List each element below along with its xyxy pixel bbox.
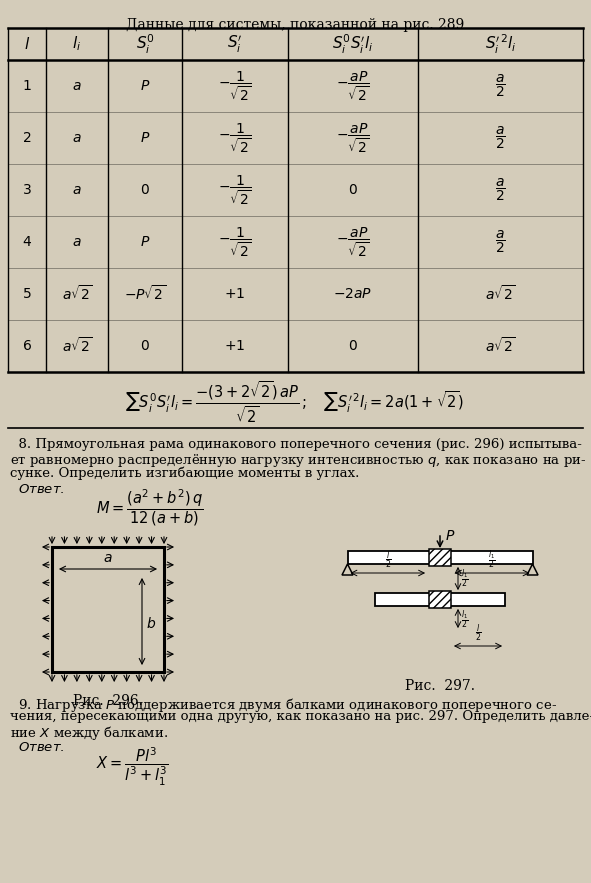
Bar [429,591,451,608]
Text: $\frac{l_1}{2}$: $\frac{l_1}{2}$ [461,567,469,590]
Text: $-\dfrac{1}{\sqrt{2}}$: $-\dfrac{1}{\sqrt{2}}$ [218,70,252,102]
Text: $M = \dfrac{(a^2+b^2)\,q}{12\,(a+b)}$: $M = \dfrac{(a^2+b^2)\,q}{12\,(a+b)}$ [96,488,204,528]
Text: $4$: $4$ [22,235,32,249]
Text: $a$: $a$ [72,131,82,145]
Text: $2$: $2$ [22,131,32,145]
Bar [429,549,451,566]
Text: $\dfrac{a}{2}$: $\dfrac{a}{2}$ [495,72,506,99]
Text: $\frac{l}{2}$: $\frac{l}{2}$ [475,623,482,644]
Text: 8. Прямоугольная рама одинакового поперечного сечения (рис. 296) испытыва-: 8. Прямоугольная рама одинакового попере… [10,438,582,451]
Text: $0$: $0$ [348,183,358,197]
Text: $\dfrac{a}{2}$: $\dfrac{a}{2}$ [495,229,506,255]
Text: $-\dfrac{1}{\sqrt{2}}$: $-\dfrac{1}{\sqrt{2}}$ [218,121,252,155]
Text: $0$: $0$ [140,339,150,353]
Text: $-\dfrac{aP}{\sqrt{2}}$: $-\dfrac{aP}{\sqrt{2}}$ [336,225,370,259]
Text: $5$: $5$ [22,287,32,301]
Text: $P$: $P$ [445,529,455,543]
Text: $\frac{l_1}{2}$: $\frac{l_1}{2}$ [461,608,469,631]
Text: Рис.  296.: Рис. 296. [73,694,143,708]
Text: $X = \dfrac{Pl^3}{l^3+l_1^3}$: $X = \dfrac{Pl^3}{l^3+l_1^3}$ [96,746,169,789]
Text: $\mathit{Ответ.}$: $\mathit{Ответ.}$ [18,741,64,754]
Text: сунке. Определить изгибающие моменты в углах.: сунке. Определить изгибающие моменты в у… [10,466,359,479]
Text: $\mathit{Ответ.}$: $\mathit{Ответ.}$ [18,483,64,496]
Bar [375,593,505,606]
Text: чения, пересекающими одна другую, как показано на рис. 297. Определить давле-: чения, пересекающими одна другую, как по… [10,710,591,723]
Text: Данные для системы, показанной на рис. 289: Данные для системы, показанной на рис. 2… [126,18,464,32]
Text: $3$: $3$ [22,183,32,197]
Text: $l_i$: $l_i$ [73,34,82,53]
Text: $-\dfrac{1}{\sqrt{2}}$: $-\dfrac{1}{\sqrt{2}}$ [218,225,252,259]
Text: $b$: $b$ [146,616,156,631]
Text: $a\sqrt{2}$: $a\sqrt{2}$ [61,284,92,304]
Text: $a$: $a$ [103,551,113,565]
Text: $\dfrac{a}{2}$: $\dfrac{a}{2}$ [495,125,506,151]
Text: $S_i^{\prime\,2} l_i$: $S_i^{\prime\,2} l_i$ [485,33,517,56]
Text: $\frac{l_1}{2}$: $\frac{l_1}{2}$ [488,548,496,571]
Text: $a\sqrt{2}$: $a\sqrt{2}$ [485,336,516,356]
Text: $a\sqrt{2}$: $a\sqrt{2}$ [485,284,516,304]
Text: $S_i^0 S_i' l_i$: $S_i^0 S_i' l_i$ [332,33,374,56]
Text: $P$: $P$ [140,131,150,145]
Text: $\dfrac{a}{2}$: $\dfrac{a}{2}$ [495,177,506,203]
Text: $-\dfrac{aP}{\sqrt{2}}$: $-\dfrac{aP}{\sqrt{2}}$ [336,70,370,102]
Text: $6$: $6$ [22,339,32,353]
Text: $a$: $a$ [72,235,82,249]
Text: $0$: $0$ [348,339,358,353]
Bar [348,551,532,564]
Text: ние $X$ между балками.: ние $X$ между балками. [10,724,168,742]
Text: $S_i'$: $S_i'$ [227,34,243,55]
Text: $-P\sqrt{2}$: $-P\sqrt{2}$ [124,284,166,304]
Text: $l$: $l$ [24,36,30,52]
Text: $-\dfrac{aP}{\sqrt{2}}$: $-\dfrac{aP}{\sqrt{2}}$ [336,121,370,155]
Text: $a$: $a$ [72,79,82,93]
Text: $a\sqrt{2}$: $a\sqrt{2}$ [61,336,92,356]
Text: $-2aP$: $-2aP$ [333,287,373,301]
Text: $-\dfrac{1}{\sqrt{2}}$: $-\dfrac{1}{\sqrt{2}}$ [218,173,252,207]
Text: $\sum S_i^0 S_i^{\prime} l_i = \dfrac{-(3+2\sqrt{2})\,aP}{\sqrt{2}}$$\,;\quad \s: $\sum S_i^0 S_i^{\prime} l_i = \dfrac{-(… [125,380,465,425]
Text: $+1$: $+1$ [225,339,246,353]
Text: $+1$: $+1$ [225,287,246,301]
Text: Рис.  297.: Рис. 297. [405,679,475,693]
Text: ет равномерно распределённую нагрузку интенсивностью $q$, как показано на ри-: ет равномерно распределённую нагрузку ин… [10,452,586,469]
Text: $1$: $1$ [22,79,32,93]
Text: $0$: $0$ [140,183,150,197]
Text: $\frac{l}{2}$: $\frac{l}{2}$ [385,549,392,571]
Text: $S_i^0$: $S_i^0$ [135,33,154,56]
Bar [52,547,164,672]
Text: $a$: $a$ [72,183,82,197]
Text: $P$: $P$ [140,79,150,93]
Text: 9. Нагрузка $P$ поддерживается двумя балками одинакового поперечного се-: 9. Нагрузка $P$ поддерживается двумя бал… [10,696,557,714]
Text: $P$: $P$ [140,235,150,249]
